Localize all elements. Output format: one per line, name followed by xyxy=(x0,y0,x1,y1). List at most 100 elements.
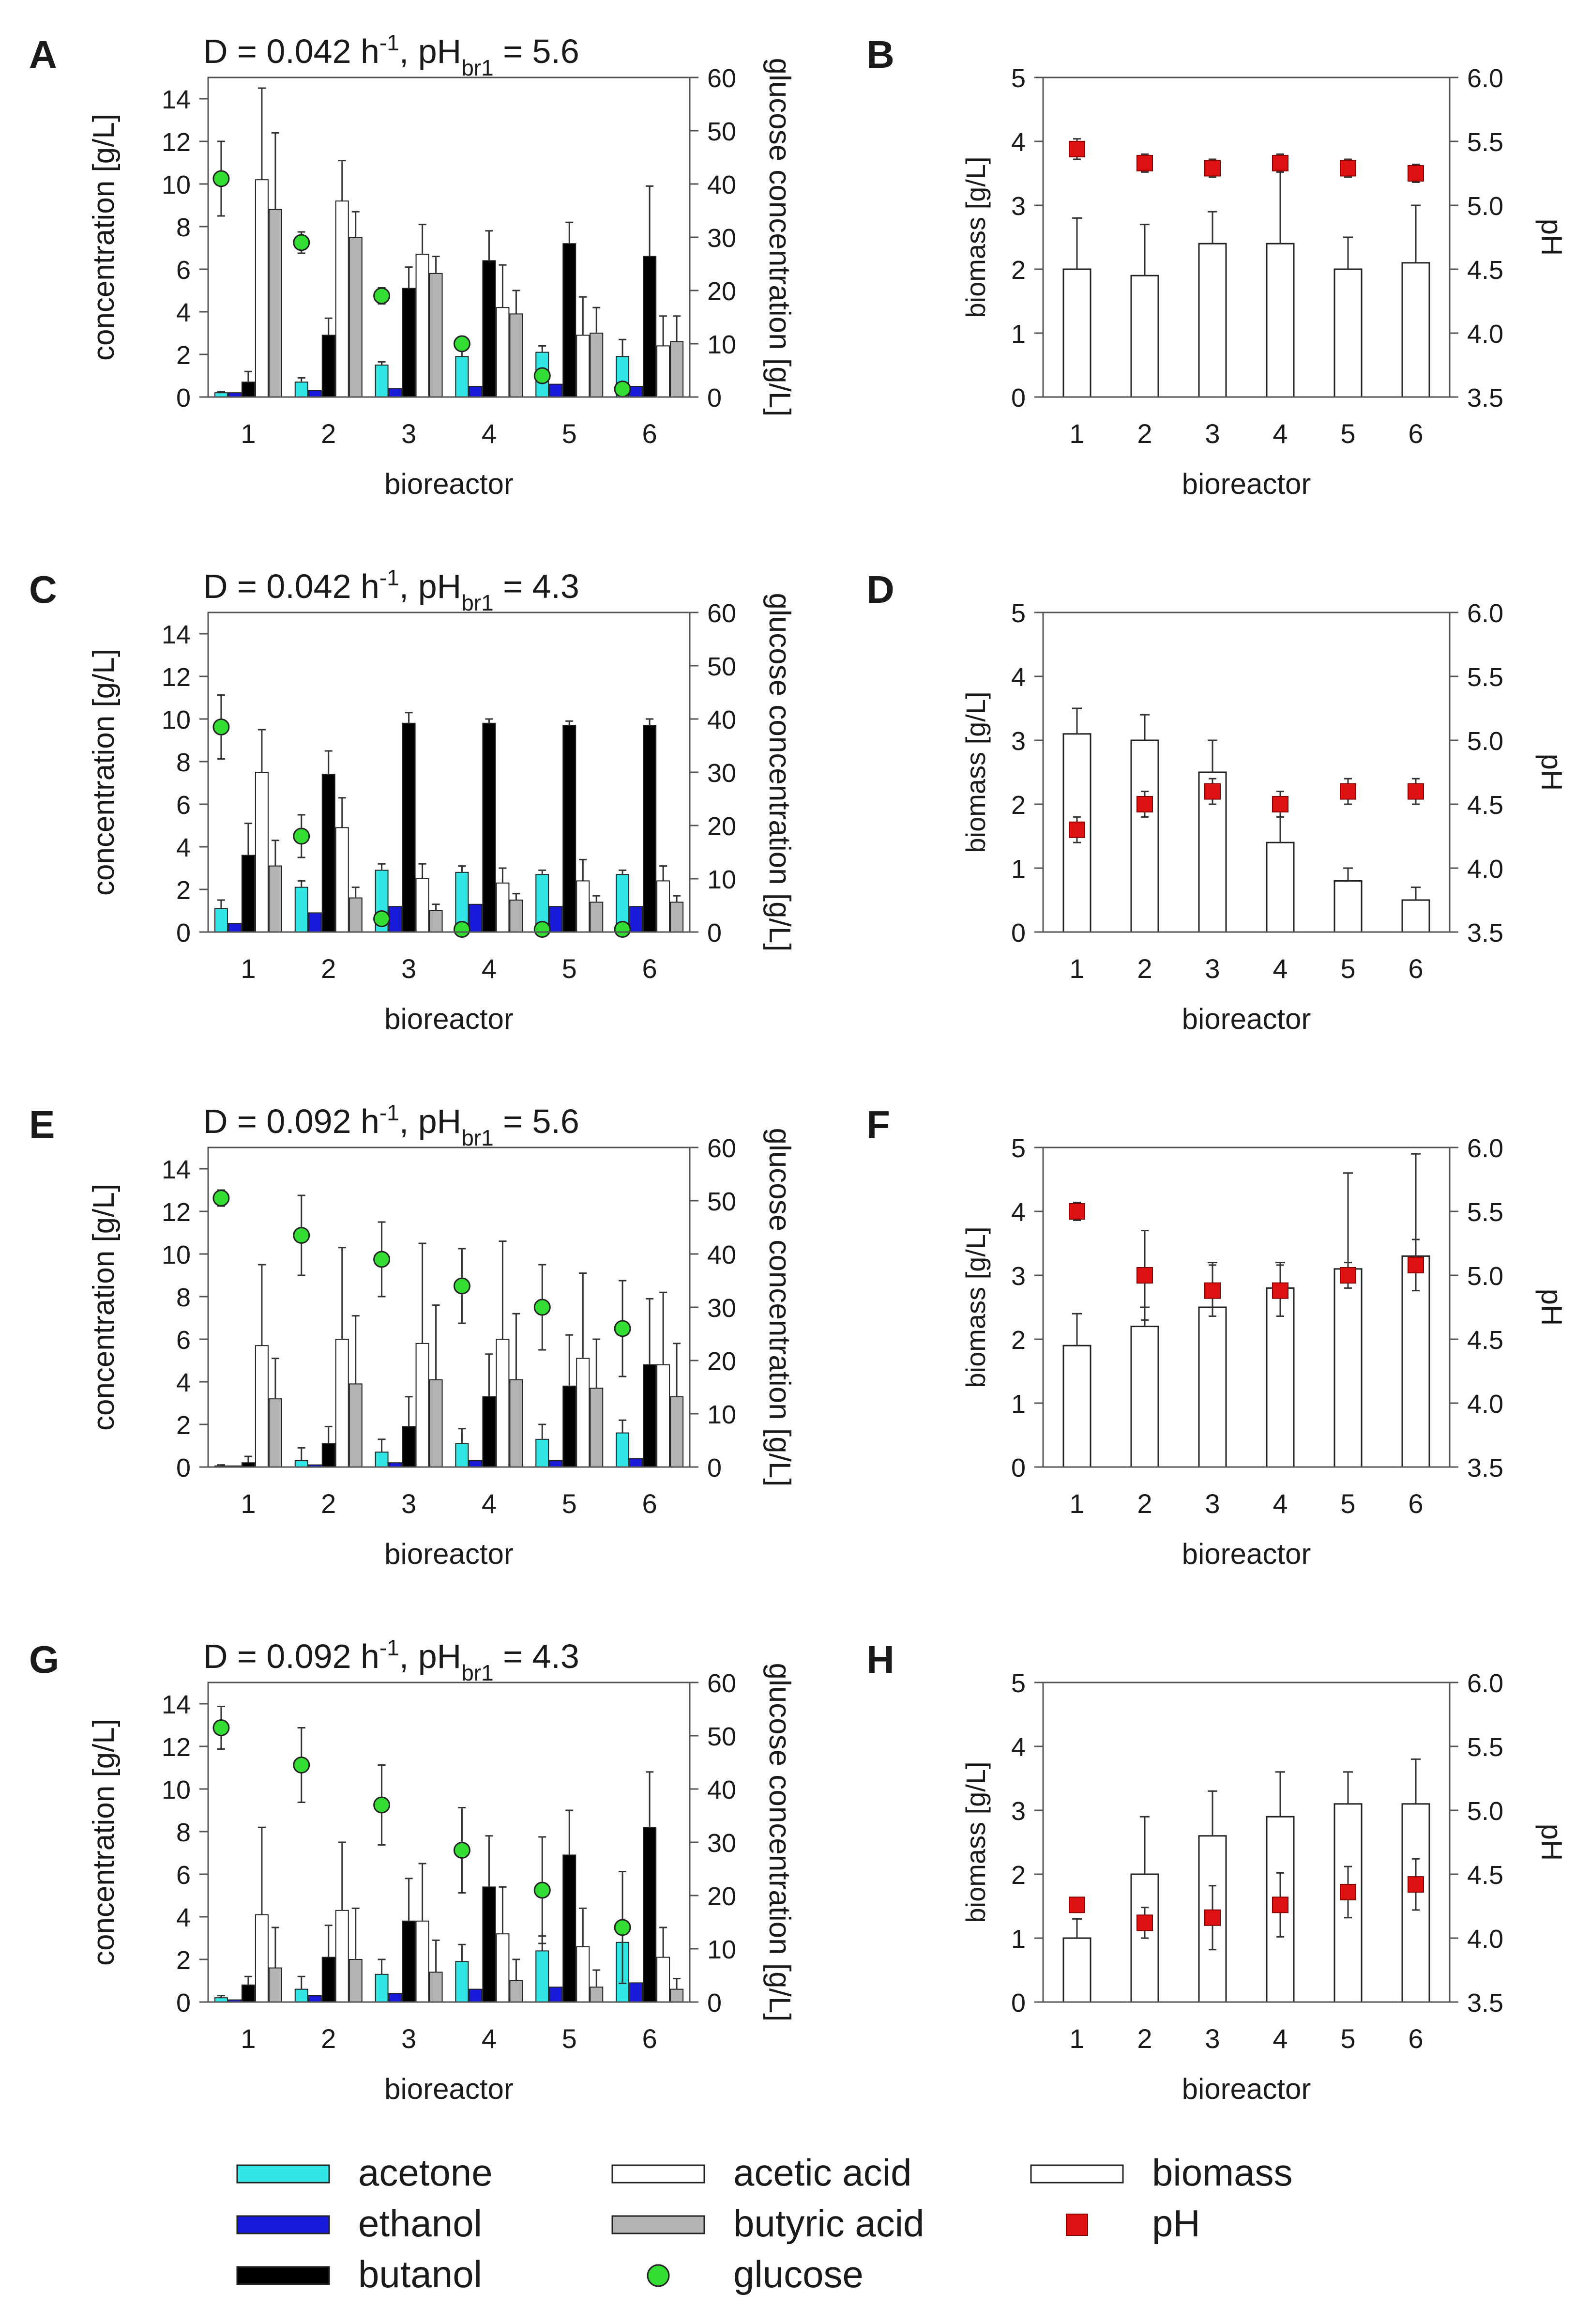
x-tick-label: 4 xyxy=(482,1488,497,1519)
x-tick-label: 3 xyxy=(401,418,416,449)
bar-butyric-acid xyxy=(349,237,363,398)
glucose-point xyxy=(533,1881,551,1899)
bar-butyric-acid xyxy=(429,273,443,398)
ph-point xyxy=(1340,160,1356,177)
panel-title: D = 0.092 h-1, pHbr1 = 5.6 xyxy=(203,1100,579,1150)
legend-item-acetone: acetone xyxy=(236,2151,493,2194)
bar-butanol xyxy=(562,243,576,398)
x-tick-label: 4 xyxy=(482,418,497,449)
bar-butyric-acid xyxy=(268,209,282,398)
x-tick-label: 5 xyxy=(1340,418,1355,449)
glucose-point xyxy=(453,335,470,352)
y-tick-label: 2 xyxy=(176,341,191,370)
y-tick-label: 6 xyxy=(176,256,191,285)
y2-tick-label: 30 xyxy=(707,1294,736,1323)
bar-butanol xyxy=(321,774,335,933)
bar-butanol xyxy=(482,722,496,933)
panel-title: D = 0.092 h-1, pHbr1 = 4.3 xyxy=(203,1635,579,1685)
legend-label-butanol: butanol xyxy=(358,2253,482,2295)
y2-tick-label: 6.0 xyxy=(1467,1134,1503,1163)
bar-acetic-acid xyxy=(415,1343,429,1468)
y-tick-label: 10 xyxy=(162,170,191,199)
panel-F: 0 1 2 3 4 5 3.5 4.0 4.5 5.0 5.5 6.0 1 2 3 4 5 6 bioreactor… xyxy=(866,1103,1568,1570)
bar-biomass xyxy=(1334,880,1363,933)
bar-ethanol xyxy=(469,1460,483,1468)
title-part: br1 xyxy=(461,55,493,80)
bar-butyric-acid xyxy=(349,897,363,933)
y-axis-label: biomass [g/L] xyxy=(960,691,991,853)
x-tick-label: 6 xyxy=(1408,1488,1423,1519)
y2-tick-label: 5.0 xyxy=(1467,1262,1503,1291)
glucose-point xyxy=(212,1719,230,1736)
y-tick-label: 12 xyxy=(162,1733,191,1762)
bar-biomass xyxy=(1401,262,1430,398)
ph-point xyxy=(1408,165,1424,182)
bar-ethanol xyxy=(549,383,563,398)
x-tick-label: 3 xyxy=(401,953,416,984)
bar-butyric-acid xyxy=(429,910,443,933)
glucose-point xyxy=(212,170,230,187)
y2-tick-label: 3.5 xyxy=(1467,1453,1503,1483)
bar-ethanol xyxy=(469,386,483,398)
panel-letter: H xyxy=(866,1638,894,1681)
y-tick-label: 0 xyxy=(1011,1453,1026,1483)
title-part: , pH xyxy=(399,1637,461,1675)
plot-frame xyxy=(1042,612,1451,933)
title-part: -1 xyxy=(379,565,399,590)
ph-point xyxy=(1408,1876,1424,1893)
bar-acetic-acid xyxy=(496,307,510,398)
bar-ethanol xyxy=(227,923,242,933)
bar-ethanol xyxy=(388,388,402,398)
glucose-point xyxy=(212,1190,230,1207)
bar-ethanol xyxy=(308,390,322,398)
x-axis-label: bioreactor xyxy=(384,468,514,500)
y2-tick-label: 20 xyxy=(707,277,736,306)
x-tick-label: 4 xyxy=(1273,2023,1288,2054)
bar-acetic-acid xyxy=(255,1914,269,2003)
y-tick-label: 3 xyxy=(1011,727,1026,756)
bar-butyric-acid xyxy=(268,1967,282,2003)
bar-butyric-acid xyxy=(670,1988,684,2003)
bar-acetone xyxy=(294,1460,308,1468)
y2-tick-label: 30 xyxy=(707,224,736,253)
y2-axis-label: glucose concentration [g/L] xyxy=(763,58,796,416)
x-tick-label: 1 xyxy=(1069,2023,1084,2054)
bar-butyric-acid xyxy=(268,1398,282,1468)
ph-point xyxy=(1408,783,1424,800)
x-tick-label: 3 xyxy=(1205,1488,1220,1519)
x-tick-label: 6 xyxy=(1408,2023,1423,2054)
y-tick-label: 1 xyxy=(1011,1390,1026,1419)
y2-tick-label: 4.0 xyxy=(1467,320,1503,349)
bar-biomass xyxy=(1198,1306,1227,1468)
y2-tick-label: 10 xyxy=(707,1935,736,1964)
bar-biomass xyxy=(1130,1326,1159,1468)
x-tick-label: 6 xyxy=(1408,953,1423,984)
glucose-point xyxy=(373,1796,391,1814)
y2-tick-label: 5.5 xyxy=(1467,1733,1503,1762)
bar-ethanol xyxy=(388,1993,402,2003)
glucose-point xyxy=(453,1277,470,1295)
x-axis-label: bioreactor xyxy=(1182,1003,1311,1035)
glucose-point xyxy=(373,287,391,305)
x-tick-label: 1 xyxy=(241,1488,256,1519)
y-axis-label: biomass [g/L] xyxy=(960,156,991,318)
legend-item-acetic_acid: acetic acid xyxy=(611,2151,912,2194)
y-tick-label: 4 xyxy=(176,298,191,327)
ph-point xyxy=(1272,796,1288,812)
y-tick-label: 1 xyxy=(1011,1925,1026,1954)
x-axis-label: bioreactor xyxy=(1182,1538,1311,1570)
y2-tick-label: 60 xyxy=(707,1134,736,1163)
legend-swatch-biomass xyxy=(1030,2164,1124,2184)
y-tick-label: 8 xyxy=(176,1818,191,1847)
ph-point xyxy=(1272,154,1288,171)
glucose-point xyxy=(614,381,631,398)
bar-acetone xyxy=(375,1452,389,1468)
bar-ethanol xyxy=(469,903,483,933)
bar-butyric-acid xyxy=(590,902,604,933)
y2-tick-label: 30 xyxy=(707,759,736,788)
glucose-point xyxy=(614,1320,631,1337)
y2-tick-label: 4.5 xyxy=(1467,256,1503,285)
